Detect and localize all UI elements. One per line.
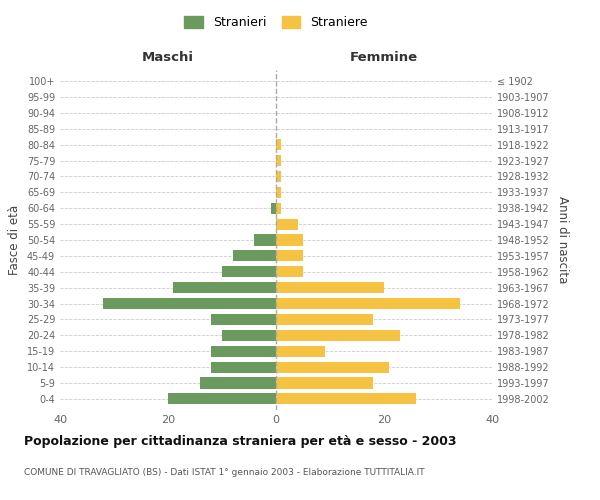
Bar: [254, 234, 276, 246]
Bar: [168, 394, 276, 404]
Bar: [233, 250, 276, 262]
Bar: [276, 282, 384, 293]
Text: Maschi: Maschi: [142, 52, 194, 64]
Bar: [276, 394, 416, 404]
Text: COMUNE DI TRAVAGLIATO (BS) - Dati ISTAT 1° gennaio 2003 - Elaborazione TUTTITALI: COMUNE DI TRAVAGLIATO (BS) - Dati ISTAT …: [24, 468, 425, 477]
Bar: [200, 378, 276, 388]
Bar: [276, 155, 281, 166]
Bar: [222, 266, 276, 278]
Bar: [276, 346, 325, 357]
Bar: [276, 330, 400, 341]
Bar: [276, 187, 281, 198]
Bar: [222, 330, 276, 341]
Bar: [276, 362, 389, 372]
Bar: [276, 202, 281, 214]
Text: Popolazione per cittadinanza straniera per età e sesso - 2003: Popolazione per cittadinanza straniera p…: [24, 435, 457, 448]
Bar: [276, 266, 303, 278]
Bar: [211, 314, 276, 325]
Y-axis label: Anni di nascita: Anni di nascita: [556, 196, 569, 284]
Bar: [103, 298, 276, 309]
Bar: [276, 234, 303, 246]
Bar: [211, 346, 276, 357]
Bar: [173, 282, 276, 293]
Bar: [276, 314, 373, 325]
Bar: [211, 362, 276, 372]
Legend: Stranieri, Straniere: Stranieri, Straniere: [179, 11, 373, 34]
Text: Femmine: Femmine: [350, 52, 418, 64]
Bar: [276, 378, 373, 388]
Bar: [276, 171, 281, 182]
Bar: [276, 139, 281, 150]
Bar: [276, 218, 298, 230]
Bar: [271, 202, 276, 214]
Bar: [276, 298, 460, 309]
Y-axis label: Fasce di età: Fasce di età: [8, 205, 21, 275]
Bar: [276, 250, 303, 262]
